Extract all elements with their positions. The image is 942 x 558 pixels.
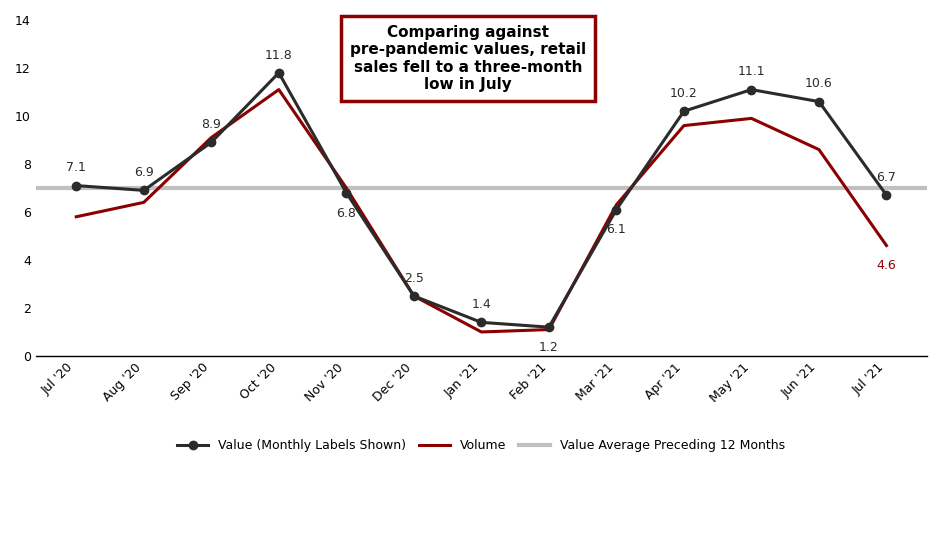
Text: 2.5: 2.5 — [404, 272, 424, 285]
Text: 11.8: 11.8 — [265, 49, 293, 62]
Text: 1.2: 1.2 — [539, 341, 559, 354]
Text: 1.4: 1.4 — [472, 299, 491, 311]
Text: 11.1: 11.1 — [738, 65, 765, 79]
Text: 10.6: 10.6 — [805, 78, 833, 90]
Text: 6.9: 6.9 — [134, 166, 154, 179]
Text: 8.9: 8.9 — [202, 118, 221, 131]
Text: 7.1: 7.1 — [66, 161, 86, 175]
Legend: Value (Monthly Labels Shown), Volume, Value Average Preceding 12 Months: Value (Monthly Labels Shown), Volume, Va… — [172, 434, 790, 457]
Text: Comparing against
pre-pandemic values, retail
sales fell to a three-month
low in: Comparing against pre-pandemic values, r… — [349, 25, 586, 92]
Text: 6.8: 6.8 — [336, 206, 356, 220]
Text: 4.6: 4.6 — [877, 259, 897, 272]
Text: 6.7: 6.7 — [877, 171, 897, 184]
Text: 6.1: 6.1 — [607, 223, 626, 237]
Text: 10.2: 10.2 — [670, 87, 698, 100]
